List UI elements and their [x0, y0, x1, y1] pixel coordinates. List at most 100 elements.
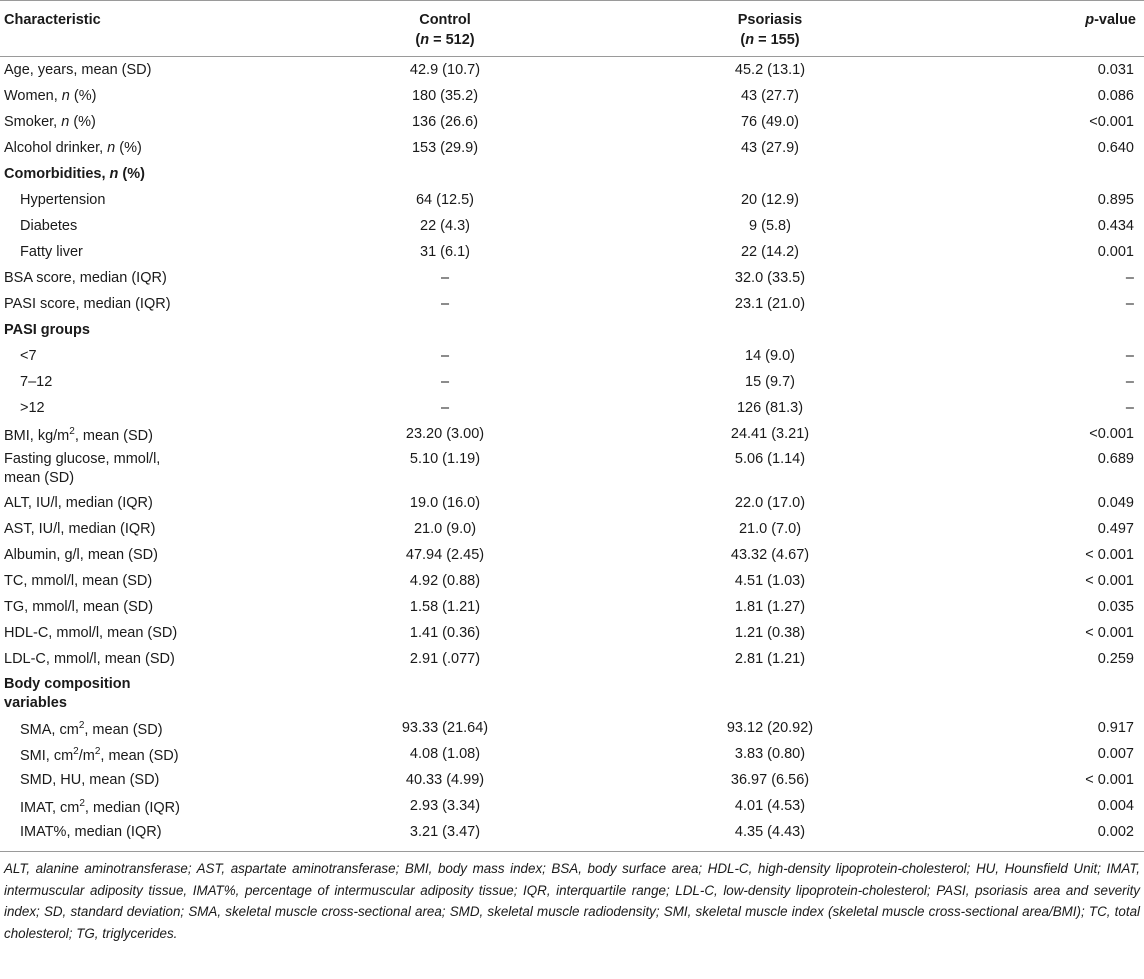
cell-psoriasis: 126 (81.3)	[736, 400, 804, 416]
row-label: PASI score, median (IQR)	[0, 291, 300, 317]
cell-control: 93.33 (21.64)	[401, 720, 489, 736]
table-row: Smoker, n (%) 136 (26.6) 76 (49.0) <0.001	[0, 109, 1144, 135]
row-label-text: HDL-C, mmol/l, mean (SD)	[4, 625, 178, 641]
row-label: HDL-C, mmol/l, mean (SD)	[0, 620, 300, 646]
row-label-text: TC, mmol/l, mean (SD)	[4, 573, 153, 589]
row-label-line2: variables	[4, 695, 67, 711]
table-row: 7–12 – 15 (9.7) –	[0, 369, 1144, 395]
row-label-text: ALT, IU/l, median (IQR)	[4, 495, 153, 511]
table-row: Women, n (%) 180 (35.2) 43 (27.7) 0.086	[0, 83, 1144, 109]
cell-control: –	[440, 296, 450, 312]
row-label: Alcohol drinker, n (%)	[0, 135, 300, 161]
row-label-rest: (%)	[118, 166, 145, 182]
row-label: ALT, IU/l, median (IQR)	[0, 490, 300, 516]
cell-control: 3.21 (3.47)	[409, 824, 481, 840]
cell-p-value: 0.031	[1097, 62, 1134, 78]
table-row: BSA score, median (IQR) – 32.0 (33.5) –	[0, 265, 1144, 291]
row-label-text: Hypertension	[20, 192, 106, 208]
table-row: LDL-C, mmol/l, mean (SD) 2.91 (.077) 2.81 …	[0, 646, 1144, 672]
cell-psoriasis: 1.81 (1.27)	[734, 599, 806, 615]
row-label: PASI groups	[0, 317, 300, 343]
cell-p-value: 0.917	[1097, 720, 1134, 736]
row-label-text: Diabetes	[20, 218, 78, 234]
table-row: BMI, kg/m2, mean (SD) 23.20 (3.00) 24.41 (…	[0, 421, 1144, 447]
cell-control: 180 (35.2)	[411, 88, 479, 104]
table-footnote: ALT, alanine aminotransferase; AST, aspa…	[4, 861, 1140, 941]
header-p-value: p-value	[950, 0, 1144, 57]
table-row: SMA, cm2, mean (SD) 93.33 (21.64) 93.12 (2…	[0, 715, 1144, 741]
cell-psoriasis: 4.35 (4.43)	[734, 824, 806, 840]
cell-psoriasis: 14 (9.0)	[745, 348, 795, 364]
cell-p-value	[950, 161, 1144, 187]
cell-control: 47.94 (2.45)	[405, 547, 485, 563]
cell-p-value: < 0.001	[1085, 625, 1134, 641]
cell-psoriasis: 5.06 (1.14)	[734, 451, 806, 467]
cell-p-value: –	[1125, 296, 1134, 312]
row-label-text: BMI, kg/m	[4, 427, 70, 444]
table-row: ALT, IU/l, median (IQR) 19.0 (16.0) 22.0 (…	[0, 490, 1144, 516]
cell-psoriasis	[590, 161, 950, 187]
row-label: AST, IU/l, median (IQR)	[0, 516, 300, 542]
cell-control: 40.33 (4.99)	[405, 772, 485, 788]
cell-psoriasis: 32.0 (33.5)	[734, 270, 806, 286]
header-psoriasis-n: (n = 155)	[740, 32, 800, 48]
table-row: HDL-C, mmol/l, mean (SD) 1.41 (0.36) 1.21 …	[0, 620, 1144, 646]
row-label: SMI, cm2/m2, mean (SD)	[0, 741, 300, 767]
cell-control: 153 (29.9)	[411, 140, 479, 156]
cell-p-value: 0.689	[1097, 451, 1134, 467]
cell-psoriasis	[590, 672, 950, 715]
table-row: SMI, cm2/m2, mean (SD) 4.08 (1.08) 3.83 (0…	[0, 741, 1144, 767]
cell-control: –	[440, 400, 450, 416]
row-label-italic: n	[61, 114, 70, 130]
cell-p-value: –	[1125, 400, 1134, 416]
row-label-italic: n	[61, 88, 70, 104]
table-row: Comorbidities, n (%)	[0, 161, 1144, 187]
row-label: Fasting glucose, mmol/l, mean (SD)	[0, 447, 300, 490]
cell-p-value: 0.049	[1097, 495, 1134, 511]
row-label-rest: , mean (SD)	[74, 427, 153, 444]
cell-p-value: 0.007	[1097, 746, 1134, 762]
characteristics-table: Characteristic Control (n = 512) Psorias…	[0, 0, 1144, 840]
row-label-text: BSA score, median (IQR)	[4, 270, 167, 286]
table-row: Albumin, g/l, mean (SD) 47.94 (2.45) 43.32…	[0, 542, 1144, 568]
row-label-text: Comorbidities,	[4, 166, 110, 182]
table-row: Hypertension 64 (12.5) 20 (12.9) 0.895	[0, 187, 1144, 213]
table-row: TG, mmol/l, mean (SD) 1.58 (1.21) 1.81 (1.…	[0, 594, 1144, 620]
row-label: Smoker, n (%)	[0, 109, 300, 135]
row-label-text: SMI, cm	[20, 747, 74, 764]
cell-control: 22 (4.3)	[420, 218, 470, 234]
row-label: BSA score, median (IQR)	[0, 265, 300, 291]
cell-p-value: 0.259	[1097, 651, 1134, 667]
table-row: Fatty liver 31 (6.1) 22 (14.2) 0.001	[0, 239, 1144, 265]
cell-p-value: 0.434	[1097, 218, 1134, 234]
row-label: <7	[0, 343, 300, 369]
cell-p-value: –	[1125, 270, 1134, 286]
table-row: Age, years, mean (SD) 42.9 (10.7) 45.2 (13…	[0, 57, 1144, 84]
cell-control: 5.10 (1.19)	[409, 451, 481, 467]
row-label-text: Smoker,	[4, 114, 62, 130]
cell-control: 2.93 (3.34)	[409, 798, 481, 814]
row-label: TG, mmol/l, mean (SD)	[0, 594, 300, 620]
cell-control: –	[440, 374, 450, 390]
row-label-line2: mean (SD)	[4, 470, 75, 486]
row-label-text: LDL-C, mmol/l, mean (SD)	[4, 651, 175, 667]
table-row: Fasting glucose, mmol/l, mean (SD) 5.10 (1…	[0, 447, 1144, 490]
cell-control: 42.9 (10.7)	[409, 62, 481, 78]
header-control: Control (n = 512)	[300, 0, 590, 57]
cell-p-value: <0.001	[1089, 426, 1134, 442]
row-label-text: Body composition	[4, 676, 131, 692]
table-bottom-rule	[0, 851, 1144, 852]
cell-psoriasis	[590, 317, 950, 343]
cell-control	[300, 161, 590, 187]
row-label-sup: 2	[78, 720, 85, 732]
cell-p-value: 0.497	[1097, 521, 1134, 537]
row-label: TC, mmol/l, mean (SD)	[0, 568, 300, 594]
table-row: >12 – 126 (81.3) –	[0, 395, 1144, 421]
row-label-rest: , mean (SD)	[84, 721, 163, 738]
header-control-n: (n = 512)	[415, 32, 475, 48]
row-label-rest: /m	[78, 747, 95, 764]
cell-p-value: 0.001	[1097, 244, 1134, 260]
cell-psoriasis: 36.97 (6.56)	[730, 772, 810, 788]
cell-control	[300, 317, 590, 343]
